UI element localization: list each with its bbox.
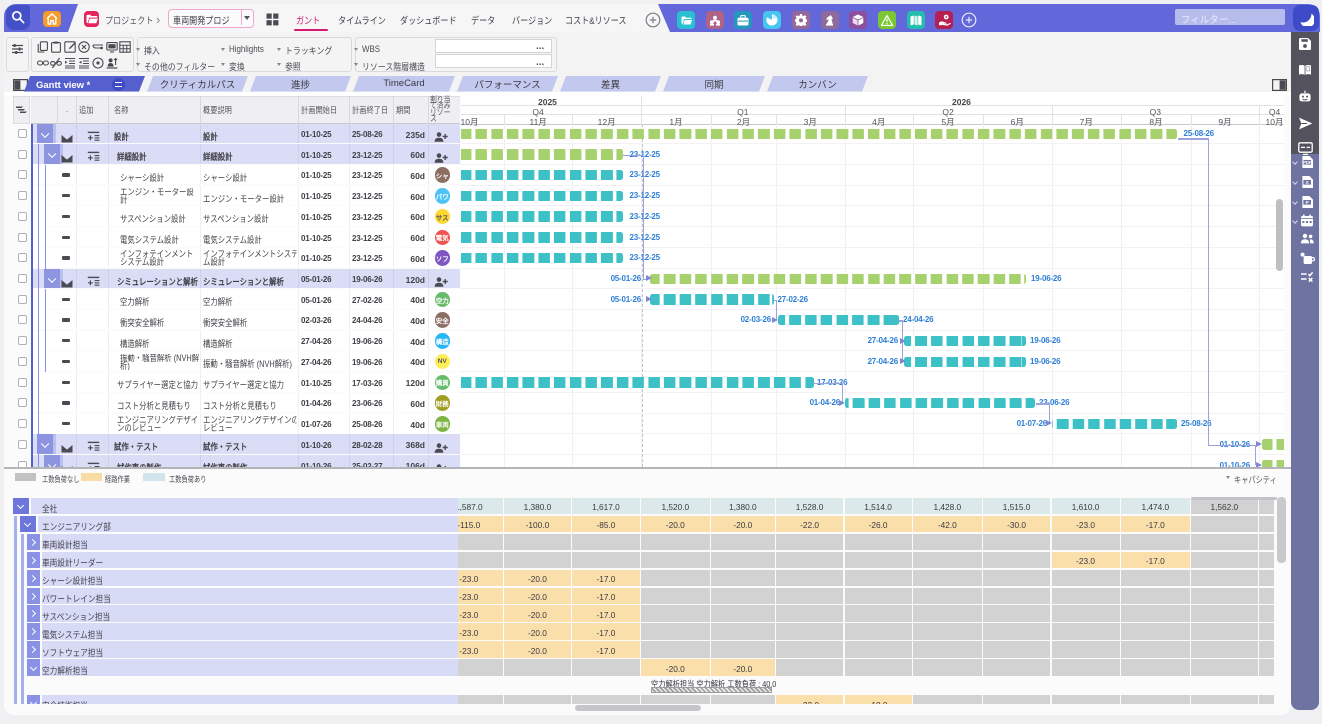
svg-text:X: X — [1305, 180, 1309, 185]
svg-text:PDF: PDF — [1302, 160, 1311, 165]
svg-text:P: P — [1305, 200, 1308, 205]
